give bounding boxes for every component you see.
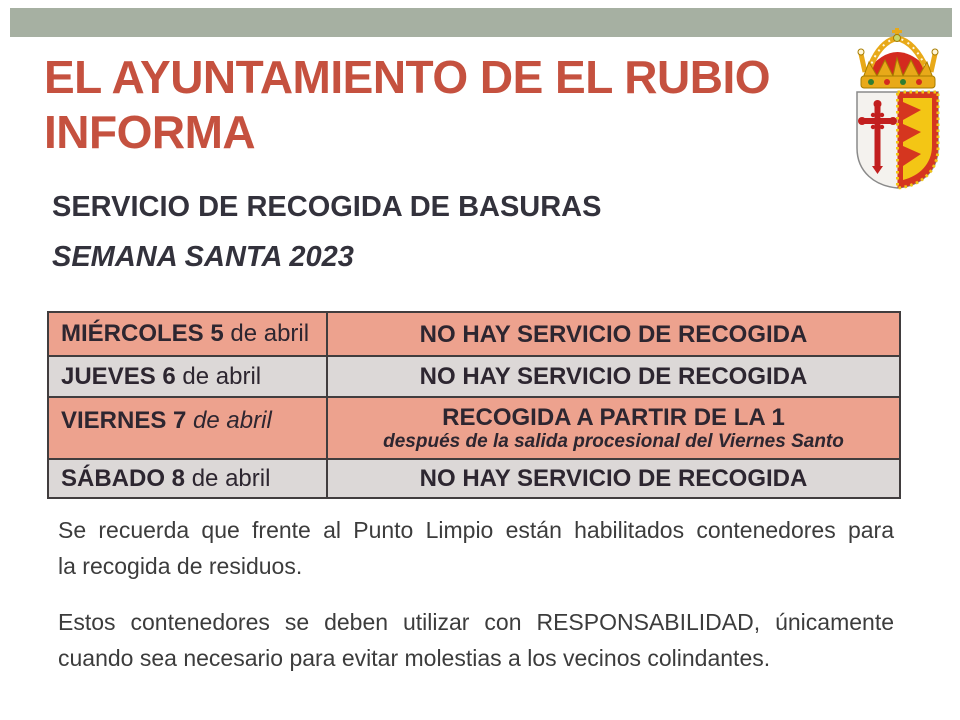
service-label: RECOGIDA A PARTIR DE LA 1	[442, 403, 785, 431]
day-label: VIERNES 7	[61, 407, 187, 434]
table-row: SÁBADO 8 de abril NO HAY SERVICIO DE REC…	[49, 458, 899, 497]
top-accent-bar	[10, 8, 952, 37]
page-title: EL AYUNTAMIENTO DE EL RUBIO INFORMA	[44, 50, 854, 160]
schedule-table: MIÉRCOLES 5 de abril NO HAY SERVICIO DE …	[47, 311, 901, 499]
page-title-line2: INFORMA	[44, 106, 256, 158]
day-cell: VIERNES 7 de abril	[49, 398, 328, 458]
day-cell: SÁBADO 8 de abril	[49, 460, 328, 497]
table-row: MIÉRCOLES 5 de abril NO HAY SERVICIO DE …	[49, 313, 899, 355]
day-suffix: de abril	[186, 407, 272, 434]
service-cell: NO HAY SERVICIO DE RECOGIDA	[328, 357, 899, 396]
note-line: la recogida de residuos.	[58, 553, 303, 579]
service-cell: NO HAY SERVICIO DE RECOGIDA	[328, 313, 899, 355]
note-paragraph: Estos contenedores se deben utilizar con…	[58, 604, 894, 676]
service-label: NO HAY SERVICIO DE RECOGIDA	[419, 363, 808, 390]
day-suffix: de abril	[223, 320, 310, 347]
day-label: MIÉRCOLES 5	[61, 320, 224, 347]
service-label: NO HAY SERVICIO DE RECOGIDA	[419, 320, 808, 348]
service-label: NO HAY SERVICIO DE RECOGIDA	[419, 465, 808, 492]
page-title-line1: EL AYUNTAMIENTO DE EL RUBIO	[44, 51, 771, 103]
service-cell: NO HAY SERVICIO DE RECOGIDA	[328, 460, 899, 497]
day-label: JUEVES 6	[61, 362, 176, 390]
day-label: SÁBADO 8	[61, 464, 186, 492]
day-cell: JUEVES 6 de abril	[49, 357, 328, 396]
service-cell: RECOGIDA A PARTIR DE LA 1 después de la …	[328, 398, 899, 458]
service-note: después de la salida procesional del Vie…	[383, 430, 844, 452]
day-cell: MIÉRCOLES 5 de abril	[49, 313, 328, 355]
coat-of-arms-icon	[856, 28, 940, 190]
note-line: Se recuerda que frente al Punto Limpio e…	[58, 517, 894, 543]
day-suffix: de abril	[175, 362, 262, 390]
section-subheading: SEMANA SANTA 2023	[52, 241, 354, 273]
note-paragraph: Se recuerda que frente al Punto Limpio e…	[58, 512, 894, 584]
day-suffix: de abril	[185, 464, 271, 492]
note-line: cuando sea necesario para evitar molesti…	[58, 645, 771, 671]
section-heading: SERVICIO DE RECOGIDA DE BASURAS	[52, 191, 602, 223]
table-row: JUEVES 6 de abril NO HAY SERVICIO DE REC…	[49, 355, 899, 396]
table-row: VIERNES 7 de abril RECOGIDA A PARTIR DE …	[49, 396, 899, 458]
note-line: Estos contenedores se deben utilizar con…	[58, 609, 894, 635]
